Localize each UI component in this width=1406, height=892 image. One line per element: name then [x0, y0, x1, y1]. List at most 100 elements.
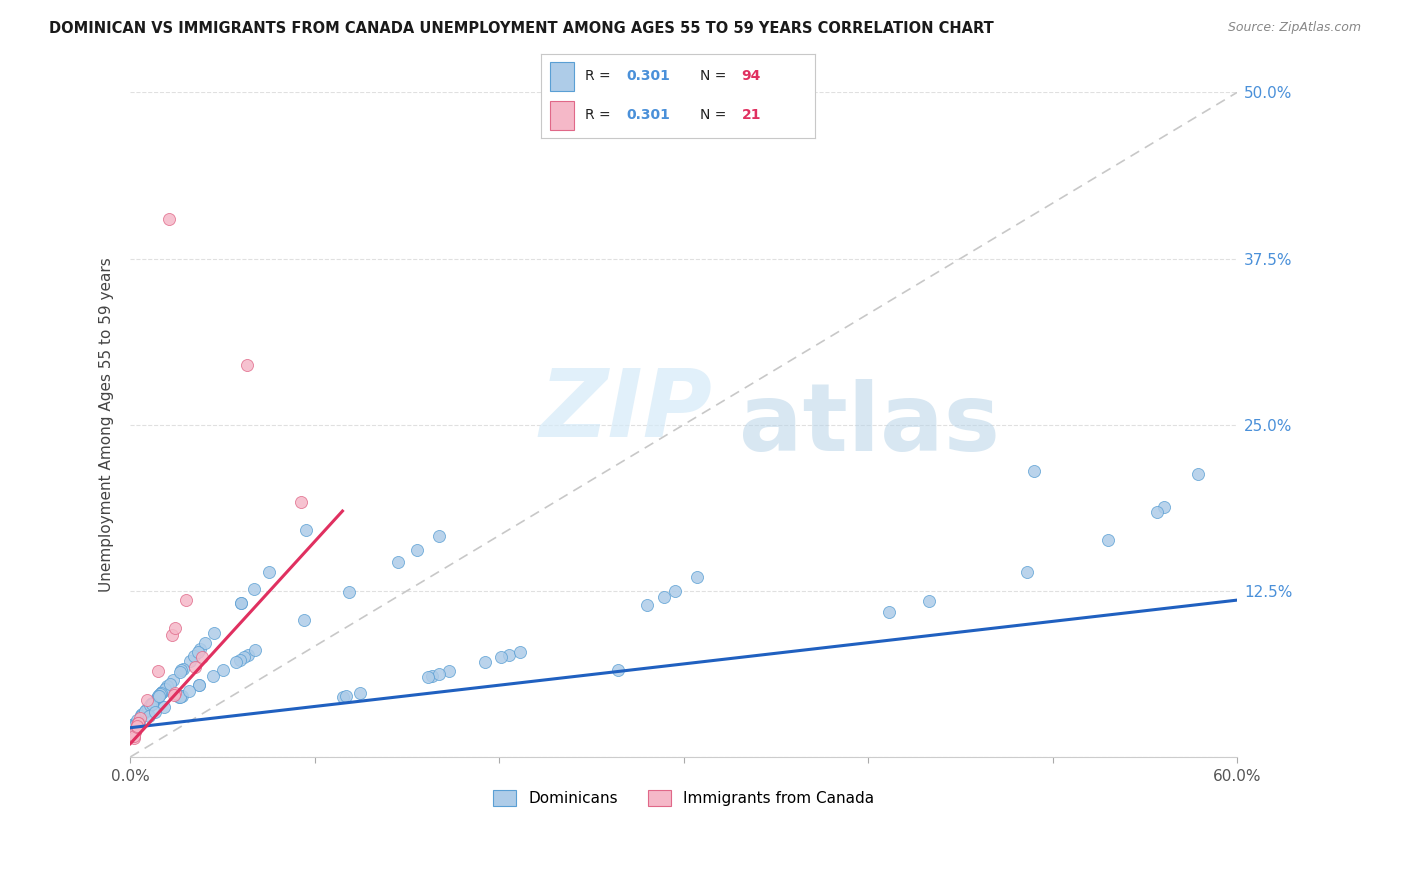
Point: [122, 720, 145, 734]
Point: [257, 566, 280, 580]
Point: [149, 687, 172, 701]
Point: [416, 670, 439, 684]
Point: [127, 715, 149, 730]
Point: [146, 690, 169, 705]
Point: [131, 707, 153, 722]
Point: [146, 690, 169, 704]
Point: [157, 211, 180, 226]
Point: [1024, 464, 1046, 478]
Point: [236, 648, 259, 662]
Point: [474, 655, 496, 669]
Point: [202, 669, 225, 683]
Point: [169, 690, 191, 705]
Point: [128, 715, 150, 730]
Point: [225, 655, 247, 669]
Point: [122, 716, 145, 731]
Point: [686, 570, 709, 584]
Text: 0.301: 0.301: [626, 109, 671, 122]
Point: [420, 669, 443, 683]
Point: [155, 681, 177, 695]
Point: [229, 652, 252, 666]
Point: [163, 688, 186, 702]
Text: R =: R =: [585, 109, 616, 122]
Point: [489, 650, 512, 665]
Point: [235, 358, 257, 372]
Point: [143, 706, 166, 720]
Point: [179, 684, 201, 698]
Point: [129, 711, 152, 725]
Point: [146, 690, 169, 704]
Point: [169, 665, 191, 680]
Point: [169, 690, 191, 704]
Point: [170, 664, 193, 678]
Point: [406, 542, 429, 557]
Point: [122, 729, 145, 743]
Point: [184, 659, 207, 673]
Point: [429, 529, 451, 543]
Point: [498, 648, 520, 663]
Point: [652, 590, 675, 604]
Point: [148, 689, 170, 703]
Point: [170, 689, 193, 703]
Text: DOMINICAN VS IMMIGRANTS FROM CANADA UNEMPLOYMENT AMONG AGES 55 TO 59 YEARS CORRE: DOMINICAN VS IMMIGRANTS FROM CANADA UNEM…: [49, 21, 994, 36]
Point: [124, 717, 146, 731]
Point: [1097, 533, 1119, 547]
Point: [1017, 565, 1039, 579]
Text: ZIP: ZIP: [540, 366, 713, 458]
Point: [156, 680, 179, 694]
Text: 94: 94: [741, 70, 761, 83]
Point: [135, 703, 157, 717]
Point: [290, 494, 312, 508]
Point: [122, 717, 145, 731]
Point: [918, 594, 941, 608]
Point: [188, 642, 211, 657]
Point: [131, 708, 153, 723]
Point: [152, 684, 174, 698]
Point: [127, 715, 149, 730]
Point: [636, 598, 658, 612]
Point: [134, 704, 156, 718]
Point: [122, 719, 145, 733]
Point: [122, 716, 145, 731]
Point: [429, 666, 451, 681]
Text: atlas: atlas: [740, 379, 1000, 471]
Point: [160, 628, 183, 642]
Point: [141, 697, 163, 711]
FancyBboxPatch shape: [550, 101, 574, 130]
Point: [295, 523, 318, 537]
Point: [136, 693, 159, 707]
Point: [437, 665, 460, 679]
Point: [231, 596, 253, 610]
Point: [509, 645, 531, 659]
Point: [141, 697, 163, 711]
Point: [148, 688, 170, 702]
Point: [1187, 467, 1209, 482]
Point: [606, 663, 628, 677]
Text: N =: N =: [700, 70, 731, 83]
Text: R =: R =: [585, 70, 616, 83]
Point: [162, 673, 184, 687]
Point: [387, 555, 409, 569]
Legend: Dominicans, Immigrants from Canada: Dominicans, Immigrants from Canada: [486, 784, 880, 813]
Y-axis label: Unemployment Among Ages 55 to 59 years: Unemployment Among Ages 55 to 59 years: [100, 257, 114, 592]
Point: [127, 719, 149, 733]
Point: [125, 714, 148, 728]
Point: [212, 663, 235, 677]
Point: [332, 690, 354, 704]
Point: [153, 699, 176, 714]
Point: [163, 686, 186, 700]
Point: [1153, 500, 1175, 514]
Point: [172, 662, 194, 676]
Point: [187, 678, 209, 692]
Point: [194, 636, 217, 650]
Point: [183, 648, 205, 663]
Point: [124, 725, 146, 739]
Point: [134, 705, 156, 719]
Point: [150, 686, 173, 700]
Point: [122, 731, 145, 745]
Point: [141, 697, 163, 711]
Point: [202, 626, 225, 640]
FancyBboxPatch shape: [550, 62, 574, 91]
Point: [233, 650, 256, 665]
Point: [349, 686, 371, 700]
